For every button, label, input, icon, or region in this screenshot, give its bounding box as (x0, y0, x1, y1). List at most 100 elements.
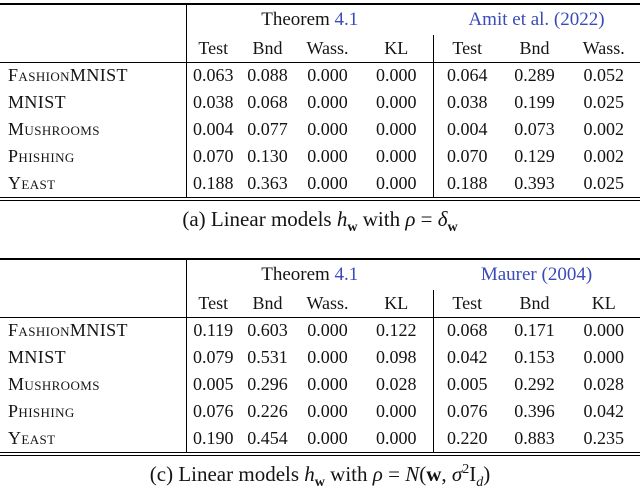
table-row-fashionmnist: FashionMNIST 0.063 0.088 0.000 0.000 0.0… (0, 62, 640, 89)
math-h: h (336, 207, 348, 231)
math-equals: = (388, 462, 400, 486)
amit-citation-link[interactable]: Amit et al. (2022) (468, 9, 605, 30)
dataset-label: FashionMNIST (0, 317, 187, 344)
value-cell: 0.226 (247, 401, 288, 421)
group2-title: Amit et al. (2022) (433, 4, 640, 35)
table-row-phishing: Phishing 0.076 0.226 0.000 0.000 0.076 0… (0, 398, 640, 425)
value-cell: 0.000 (376, 65, 417, 86)
col-header-test-2: Test (432, 290, 502, 318)
caption-text: Linear models (210, 207, 332, 231)
table-row-mushrooms: Mushrooms 0.004 0.077 0.000 0.000 0.004 … (0, 116, 640, 143)
value-cell: 0.077 (247, 119, 288, 139)
value-cell: 0.038 (193, 92, 234, 112)
math-paren-open: ( (419, 462, 427, 486)
value-cell: 0.005 (193, 374, 234, 394)
col-header-wass: Wass. (295, 35, 360, 63)
value-cell: 0.296 (247, 374, 288, 394)
col-header-wass: Wass. (295, 290, 360, 318)
value-cell: 0.070 (193, 146, 234, 166)
col-header-bnd: Bnd (240, 290, 295, 318)
math-equals: = (420, 207, 433, 231)
value-cell: 0.000 (376, 401, 417, 421)
col-header-test: Test (186, 290, 240, 318)
value-cell: 0.289 (514, 65, 555, 86)
value-cell: 0.068 (432, 317, 502, 344)
value-cell: 0.000 (295, 425, 360, 453)
value-cell: 0.393 (501, 170, 569, 198)
value-cell: 0.025 (568, 89, 640, 116)
value-cell: 0.002 (568, 116, 640, 143)
group-header-row: Theorem 4.1 Maurer (2004) (0, 259, 640, 290)
value-cell: 0.000 (295, 170, 360, 198)
value-cell: 0.199 (514, 92, 555, 112)
theorem-ref-link[interactable]: 4.1 (334, 264, 359, 285)
group1-title: Theorem 4.1 (186, 4, 433, 35)
value-cell: 0.076 (432, 398, 502, 425)
value-cell: 0.292 (514, 374, 555, 394)
value-cell: 0.000 (307, 92, 348, 112)
value-cell: 0.004 (432, 116, 502, 143)
group2-title: Maurer (2004) (433, 259, 640, 290)
caption-a: (a) Linear models hw with ρ = δw (0, 207, 640, 235)
math-identity-sub: d (476, 475, 484, 491)
table-row-fashionmnist: FashionMNIST 0.119 0.603 0.000 0.122 0.0… (0, 317, 640, 344)
value-cell: 0.004 (193, 119, 234, 139)
value-cell: 0.088 (247, 65, 288, 86)
value-cell: 0.000 (376, 92, 417, 112)
empty-header-cell (0, 35, 187, 63)
value-cell: 0.129 (514, 146, 555, 166)
col-header-bnd-2: Bnd (501, 290, 569, 318)
value-cell: 0.068 (247, 92, 288, 112)
double-rule (0, 200, 640, 201)
math-w: w (426, 462, 442, 486)
value-cell: 0.188 (186, 170, 240, 198)
value-cell: 0.000 (307, 320, 348, 341)
dataset-label: FashionMNIST (0, 62, 187, 89)
value-cell: 0.005 (432, 371, 502, 398)
value-cell: 0.363 (240, 170, 295, 198)
dataset-label: Yeast (0, 170, 187, 198)
math-rho: ρ (405, 207, 416, 231)
col-header-bnd: Bnd (240, 35, 295, 63)
dataset-label: Mushrooms (0, 371, 187, 398)
math-identity: I (469, 462, 477, 486)
math-paren-close: ) (483, 462, 491, 486)
value-cell: 0.396 (514, 401, 555, 421)
column-header-row: Test Bnd Wass. KL Test Bnd KL (0, 290, 640, 318)
value-cell: 0.603 (247, 320, 288, 341)
table-row-phishing: Phishing 0.070 0.130 0.000 0.000 0.070 0… (0, 143, 640, 170)
value-cell: 0.052 (568, 62, 640, 89)
theorem-word: Theorem (261, 264, 330, 285)
value-cell: 0.171 (514, 320, 555, 341)
empty-header-cell (0, 290, 187, 318)
table-row-mushrooms: Mushrooms 0.005 0.296 0.000 0.028 0.005 … (0, 371, 640, 398)
value-cell: 0.130 (247, 146, 288, 166)
math-h: h (304, 462, 315, 486)
math-normal-dist: N (405, 462, 420, 486)
caption-c: (c) Linear models hw with ρ = N(w, σ2Id) (0, 462, 640, 491)
value-cell: 0.064 (432, 62, 502, 89)
dataset-label: MNIST (0, 89, 187, 116)
caption-index: (c) (149, 462, 174, 486)
dataset-label: MNIST (0, 344, 187, 371)
theorem-ref-link[interactable]: 4.1 (334, 9, 359, 30)
col-header-bnd-2: Bnd (501, 35, 569, 63)
col-header-test: Test (186, 35, 240, 63)
col-header-wass-2: Wass. (568, 35, 640, 63)
value-cell: 0.063 (193, 65, 234, 86)
corner-cell (0, 4, 187, 35)
value-cell: 0.025 (568, 170, 640, 198)
maurer-citation-link[interactable]: Maurer (2004) (480, 264, 593, 285)
caption-text: with (362, 207, 401, 231)
group-header-row: Theorem 4.1 Amit et al. (2022) (0, 4, 640, 35)
value-cell: 0.000 (307, 347, 348, 367)
dataset-label: Yeast (0, 425, 187, 453)
value-cell: 0.002 (568, 143, 640, 170)
value-cell: 0.153 (514, 347, 555, 367)
value-cell: 0.000 (360, 425, 434, 453)
caption-text: with (330, 462, 368, 486)
double-rule (0, 455, 640, 456)
col-header-kl: KL (360, 290, 434, 318)
corner-cell (0, 259, 187, 290)
value-cell: 0.028 (376, 374, 417, 394)
